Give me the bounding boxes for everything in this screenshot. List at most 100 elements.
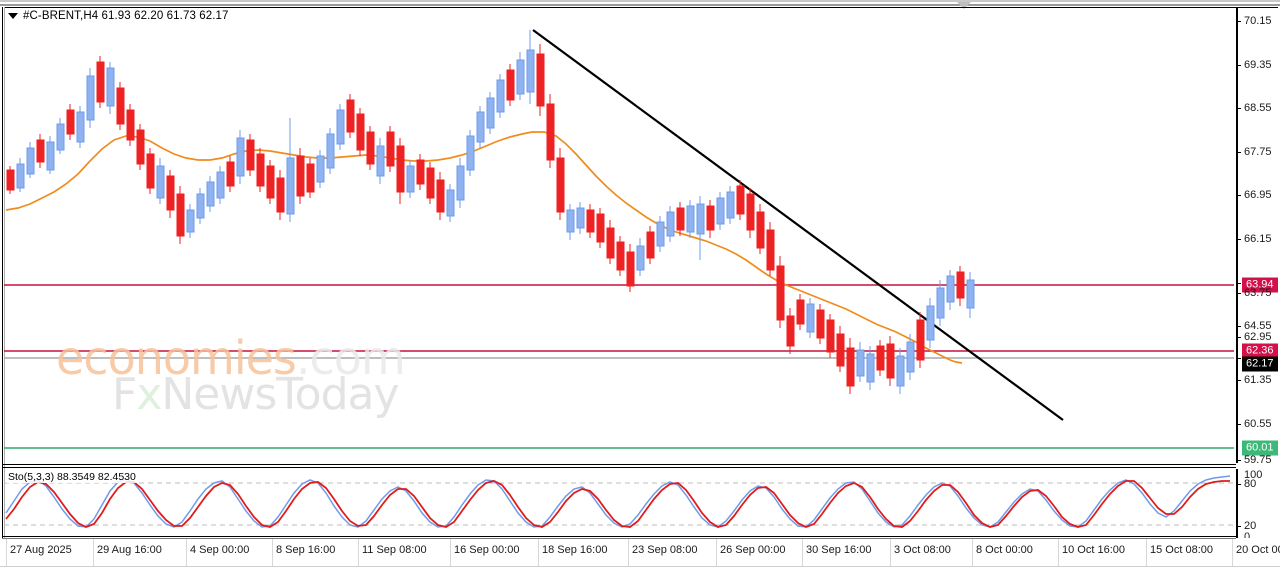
time-axis-separator — [716, 539, 717, 566]
symbol-header[interactable]: #C-BRENT,H4 61.93 62.20 61.73 62.17 — [8, 9, 229, 23]
stoch-tick-label-0: 0 — [1244, 531, 1251, 543]
time-label: 27 Aug 2025 — [10, 544, 72, 556]
pane-separator — [3, 464, 1236, 468]
time-axis-separator — [972, 539, 973, 566]
oscillator-bottom-border — [3, 536, 1236, 537]
axis-tick — [1236, 484, 1241, 485]
stoch-tick-label-100: 100 — [1244, 469, 1263, 481]
time-axis[interactable]: 27 Aug 2025 29 Aug 16:00 4 Sep 00:00 8 S… — [0, 538, 1280, 567]
price-tick-label: 62.95 — [1244, 331, 1272, 343]
top-border-dark — [0, 4, 1280, 6]
time-label: 16 Sep 00:00 — [454, 544, 520, 556]
time-label: 20 Oct 00:00 — [1236, 544, 1280, 556]
time-axis-separator — [1146, 539, 1147, 566]
time-axis-separator — [1058, 539, 1059, 566]
watermark-fx-pre: F — [112, 369, 137, 420]
watermark-fxnewstoday: FxNewsToday — [112, 369, 400, 420]
axis-tick — [1236, 65, 1241, 66]
price-axis-line — [1236, 8, 1238, 463]
axis-tick — [1236, 326, 1241, 327]
watermark-economies-suffix: .com — [295, 331, 406, 385]
price-axis[interactable]: 70.15 69.35 68.55 67.75 66.95 66.15 65.3… — [1236, 8, 1280, 543]
axis-tick — [1236, 460, 1241, 461]
time-axis-separator — [450, 539, 451, 566]
time-axis-separator — [272, 539, 273, 566]
time-label: 23 Sep 08:00 — [632, 544, 698, 556]
axis-tick — [1236, 108, 1241, 109]
watermark-economies: economies.com — [56, 331, 406, 385]
price-chart-pane[interactable]: economies.com FxNewsToday — [4, 8, 1234, 465]
time-axis-top-line — [2, 538, 1236, 539]
time-label: 8 Sep 16:00 — [276, 544, 336, 556]
time-axis-separator — [538, 539, 539, 566]
axis-tick — [1236, 239, 1241, 240]
resistance-badge-6394[interactable]: 63.94 — [1242, 277, 1278, 293]
support-badge-6001[interactable]: 60.01 — [1242, 440, 1278, 456]
price-tick-label: 59.75 — [1244, 454, 1272, 466]
time-label: 10 Oct 16:00 — [1062, 544, 1125, 556]
time-axis-separator — [628, 539, 629, 566]
time-label: 30 Sep 16:00 — [806, 544, 872, 556]
price-tick-label: 66.15 — [1244, 233, 1272, 245]
time-axis-separator — [186, 539, 187, 566]
time-label: 15 Oct 08:00 — [1150, 544, 1213, 556]
time-label: 3 Oct 08:00 — [894, 544, 951, 556]
axis-tick — [1236, 424, 1241, 425]
time-axis-separator — [890, 539, 891, 566]
window-top-strip — [0, 0, 1280, 9]
time-label: 4 Sep 00:00 — [190, 544, 250, 556]
moving-average-line — [5, 131, 963, 364]
watermark-fx-x: x — [136, 369, 162, 420]
watermark-fx-post: NewsToday — [161, 369, 399, 420]
symbol-ohlc-label: #C-BRENT,H4 61.93 62.20 61.73 62.17 — [23, 10, 229, 22]
time-label: 29 Aug 16:00 — [97, 544, 162, 556]
stoch-tick-label-20: 20 — [1244, 520, 1257, 532]
time-label: 18 Sep 16:00 — [542, 544, 608, 556]
price-tick-label: 63.75 — [1244, 287, 1272, 299]
axis-tick — [1236, 380, 1241, 381]
pane-separator-top — [3, 464, 1236, 465]
chart-frame — [2, 7, 1278, 538]
price-tick-label: 66.95 — [1244, 189, 1272, 201]
price-tick-label: 61.35 — [1244, 374, 1272, 386]
axis-tick — [1236, 293, 1241, 294]
chart-marker-icon — [957, 2, 971, 9]
stochastic-plot-svg — [4, 475, 1234, 528]
time-label: 11 Sep 08:00 — [362, 544, 427, 556]
time-label: 8 Oct 00:00 — [976, 544, 1033, 556]
stochastic-pane[interactable] — [4, 469, 1234, 537]
watermark-economies-main: economies — [56, 331, 297, 385]
stochastic-d-line — [5, 480, 1230, 528]
axis-tick — [1236, 21, 1241, 22]
oscillator-axis-line — [1236, 469, 1238, 539]
resistance-badge-6236[interactable]: 62.36 — [1242, 343, 1278, 359]
chart-top-border — [2, 7, 1278, 8]
axis-tick — [1236, 358, 1241, 359]
chevron-down-icon[interactable] — [8, 13, 18, 19]
candlestick-series — [6, 30, 975, 394]
axis-tick — [1236, 195, 1241, 196]
current-price-badge[interactable]: 62.17 — [1242, 356, 1278, 372]
top-border-light — [0, 0, 1280, 2]
stochastic-k-line — [5, 475, 1231, 528]
stochastic-label: Sto(5,3,3) 88.3549 82.4530 — [6, 471, 138, 483]
axis-tick — [1236, 283, 1241, 284]
price-tick-label: 69.35 — [1244, 59, 1272, 71]
price-tick-label: 64.55 — [1244, 320, 1272, 332]
axis-tick — [1236, 337, 1241, 338]
time-axis-separator — [93, 539, 94, 566]
stoch-tick-label-80: 80 — [1244, 478, 1257, 490]
price-tick-label: 70.15 — [1244, 15, 1272, 27]
time-label: 26 Sep 00:00 — [720, 544, 786, 556]
price-tick-label: 60.55 — [1244, 418, 1272, 430]
time-axis-separator — [6, 539, 7, 566]
time-axis-separator — [358, 539, 359, 566]
axis-tick — [1236, 526, 1241, 527]
price-plot-svg — [4, 29, 1234, 449]
axis-tick — [1236, 152, 1241, 153]
price-tick-label: 68.55 — [1244, 102, 1272, 114]
descending-trendline[interactable] — [532, 29, 1064, 421]
chart-left-border — [2, 7, 5, 538]
time-axis-separator — [802, 539, 803, 566]
pane-separator-bottom — [3, 467, 1236, 468]
